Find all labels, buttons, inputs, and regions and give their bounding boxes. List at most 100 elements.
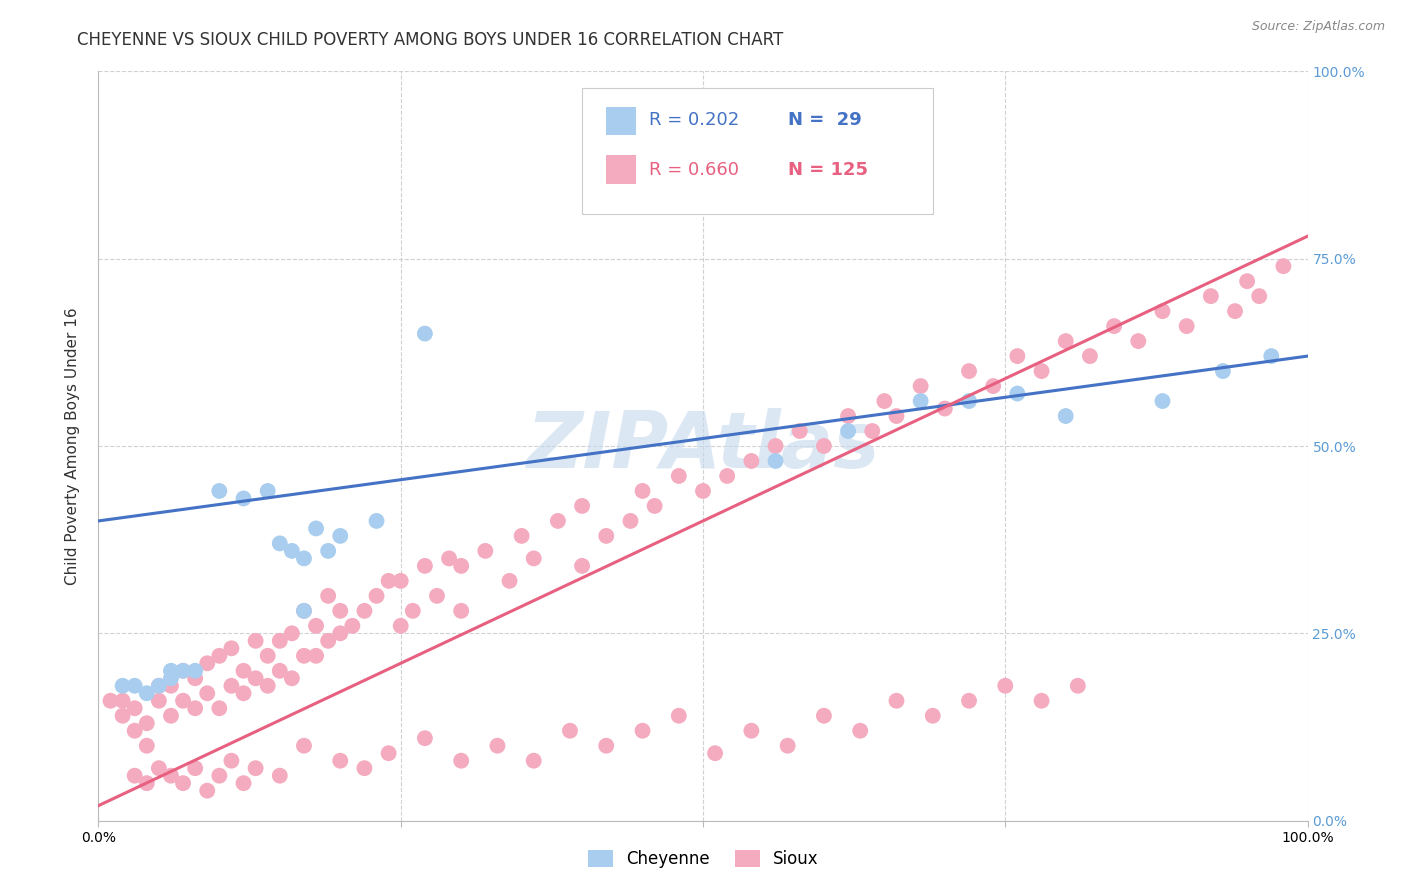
Point xyxy=(1078,349,1101,363)
Point xyxy=(523,551,546,566)
Point xyxy=(366,589,388,603)
Point xyxy=(1067,679,1090,693)
Point xyxy=(148,761,170,775)
FancyBboxPatch shape xyxy=(606,155,637,184)
Point xyxy=(1152,304,1174,318)
Point xyxy=(1031,364,1053,378)
Point xyxy=(269,664,291,678)
Point xyxy=(292,551,315,566)
Point xyxy=(111,679,134,693)
Point xyxy=(558,723,581,738)
Point xyxy=(208,701,231,715)
Point xyxy=(111,708,134,723)
Point xyxy=(135,686,157,700)
Point xyxy=(316,633,339,648)
Point xyxy=(281,626,304,640)
Point xyxy=(232,686,254,700)
Point xyxy=(547,514,569,528)
Point xyxy=(668,708,690,723)
Point xyxy=(957,364,980,378)
Point xyxy=(668,469,690,483)
Point xyxy=(148,679,170,693)
Point xyxy=(269,536,291,550)
Point xyxy=(329,529,352,543)
Point xyxy=(994,679,1017,693)
Point xyxy=(813,708,835,723)
Legend: Cheyenne, Sioux: Cheyenne, Sioux xyxy=(581,843,825,875)
Point xyxy=(232,491,254,506)
Point xyxy=(704,746,727,760)
Point xyxy=(437,551,460,566)
Point xyxy=(172,776,194,790)
Point xyxy=(886,409,908,423)
Point xyxy=(232,664,254,678)
Point xyxy=(377,574,399,588)
Point xyxy=(860,424,883,438)
Point xyxy=(486,739,509,753)
Text: CHEYENNE VS SIOUX CHILD POVERTY AMONG BOYS UNDER 16 CORRELATION CHART: CHEYENNE VS SIOUX CHILD POVERTY AMONG BO… xyxy=(77,31,783,49)
Point xyxy=(765,439,787,453)
Point xyxy=(366,514,388,528)
Point xyxy=(413,731,436,746)
Point xyxy=(934,401,956,416)
Point xyxy=(1272,259,1295,273)
Point xyxy=(873,394,896,409)
Point xyxy=(1102,319,1125,334)
Point xyxy=(450,604,472,618)
Point xyxy=(353,761,375,775)
Point xyxy=(256,483,278,498)
Point xyxy=(195,783,218,797)
Point xyxy=(1236,274,1258,288)
Point xyxy=(184,664,207,678)
Y-axis label: Child Poverty Among Boys Under 16: Child Poverty Among Boys Under 16 xyxy=(65,307,80,585)
Point xyxy=(921,708,943,723)
Point xyxy=(281,544,304,558)
Text: R = 0.660: R = 0.660 xyxy=(648,161,738,178)
Point xyxy=(221,679,243,693)
Point xyxy=(208,769,231,783)
Point xyxy=(124,769,146,783)
Point xyxy=(160,679,183,693)
Point xyxy=(813,439,835,453)
Point xyxy=(305,619,328,633)
Point xyxy=(148,694,170,708)
Point xyxy=(1249,289,1271,303)
Point xyxy=(184,761,207,775)
Point xyxy=(1260,349,1282,363)
Point xyxy=(124,701,146,715)
Point xyxy=(1031,694,1053,708)
Text: N =  29: N = 29 xyxy=(787,112,862,129)
Point xyxy=(1152,394,1174,409)
Point xyxy=(1199,289,1222,303)
Text: ZIPAtlas: ZIPAtlas xyxy=(526,408,880,484)
Point xyxy=(1007,386,1029,401)
Point xyxy=(981,379,1004,393)
Point xyxy=(1212,364,1234,378)
Point xyxy=(245,633,267,648)
Point xyxy=(292,604,315,618)
Point xyxy=(631,723,654,738)
Point xyxy=(195,686,218,700)
Point xyxy=(765,454,787,468)
Point xyxy=(619,514,641,528)
Point xyxy=(1054,334,1077,348)
Point xyxy=(184,701,207,715)
Point xyxy=(269,633,291,648)
Point xyxy=(450,754,472,768)
Point xyxy=(644,499,666,513)
Point xyxy=(232,776,254,790)
Point xyxy=(160,769,183,783)
Point xyxy=(957,694,980,708)
Point xyxy=(100,694,122,708)
Point xyxy=(281,671,304,685)
Point xyxy=(256,648,278,663)
FancyBboxPatch shape xyxy=(582,87,932,214)
Point xyxy=(184,671,207,685)
Point xyxy=(692,483,714,498)
Point xyxy=(910,379,932,393)
FancyBboxPatch shape xyxy=(606,106,637,135)
Point xyxy=(886,694,908,708)
Point xyxy=(135,739,157,753)
Point xyxy=(740,723,762,738)
Point xyxy=(329,604,352,618)
